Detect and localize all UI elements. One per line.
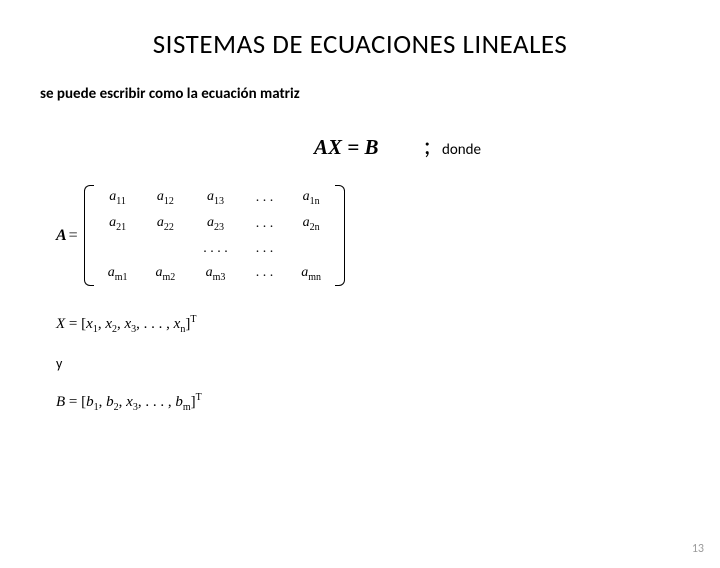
matrix-cell: am1 [94, 261, 142, 287]
matrix-cell: a2n [287, 211, 335, 237]
matrix-cell: a21 [94, 211, 142, 237]
matrix-definition: A= a11a12a13. . .a1na21a22a23. . .a2n. .… [56, 185, 720, 286]
matrix-cell: am3 [189, 261, 242, 287]
matrix-cell: am2 [141, 261, 189, 287]
vector-B-line: B = [b1, b2, x3, . . . , bm]T [56, 392, 720, 413]
matrix-cell: . . . [242, 211, 288, 237]
y-connector: y [56, 355, 720, 372]
donde-wrap: ; donde [424, 129, 481, 161]
matrix-cell [141, 237, 189, 261]
matrix-cell [94, 237, 142, 261]
matrix-cell: a1n [287, 185, 335, 211]
matrix-cell: amn [287, 261, 335, 287]
vector-X-line: X = [x1, x2, x3, . . . , xn]T [56, 314, 720, 335]
matrix-cell: . . . . [189, 237, 242, 261]
matrix-cell: . . . [242, 237, 288, 261]
matrix-cell: a12 [141, 185, 189, 211]
matrix-cell: a13 [189, 185, 242, 211]
bracket-left [84, 185, 94, 286]
equation-line: AX = B ; donde [0, 129, 720, 161]
matrix-cell: a23 [189, 211, 242, 237]
matrix-cell: a22 [141, 211, 189, 237]
matrix-cell: . . . [242, 185, 288, 211]
matrix-A: a11a12a13. . .a1na21a22a23. . .a2n. . . … [94, 185, 335, 286]
matrix-cell: . . . [242, 261, 288, 287]
donde-label: donde [442, 141, 481, 159]
main-equation: AX = B [314, 135, 379, 160]
page-number: 13 [692, 542, 704, 556]
matrix-cell [287, 237, 335, 261]
page-title: SISTEMAS DE ECUACIONES LINEALES [0, 28, 720, 61]
semicolon: ; [424, 129, 431, 161]
matrix-cell: a11 [94, 185, 142, 211]
subtitle-text: se puede escribir como la ecuación matri… [40, 85, 720, 103]
matrix-A-label: A= [56, 227, 78, 245]
bracket-right [335, 185, 345, 286]
